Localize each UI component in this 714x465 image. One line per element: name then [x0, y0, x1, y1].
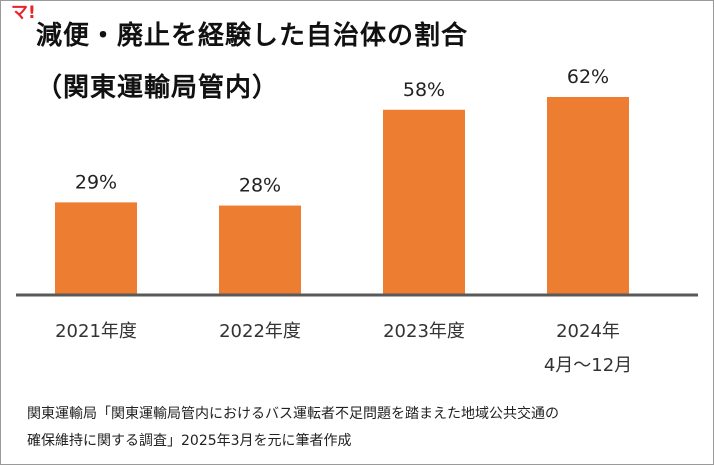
value-label-0: 29% — [75, 171, 117, 193]
source-line-1: 関東運輸局「関東運輸局管内におけるバス運転者不足問題を踏まえた地域公共交通の — [27, 406, 559, 422]
bar-chart: 29% 2021年度 28% 2022年度 58% 2023年度 62% 2024年 4月～12… — [16, 66, 698, 376]
source-line-2: 確保維持に関する調査」2025年3月を元に筆者作成 — [27, 433, 352, 449]
category-sublabel-3: 4月～12月 — [544, 355, 632, 376]
value-label-2: 58% — [403, 79, 445, 101]
category-label-1: 2022年度 — [219, 321, 301, 342]
bar-0 — [55, 202, 137, 295]
value-label-1: 28% — [239, 175, 281, 197]
bar-1 — [219, 205, 301, 295]
category-label-3: 2024年 — [556, 321, 620, 342]
category-label-2: 2023年度 — [383, 321, 465, 342]
bar-2 — [383, 109, 465, 295]
value-label-3: 62% — [567, 66, 609, 88]
category-label-0: 2021年度 — [55, 321, 137, 342]
chart-subtitle: （関東運輸局管内） — [36, 73, 280, 103]
bar-3 — [547, 97, 629, 295]
source-note: 関東運輸局「関東運輸局管内におけるバス運転者不足問題を踏まえた地域公共交通の 確… — [27, 401, 707, 455]
brand-logo: マ! — [11, 3, 36, 23]
chart-title: 減便・廃止を経験した自治体の割合 — [36, 21, 469, 51]
